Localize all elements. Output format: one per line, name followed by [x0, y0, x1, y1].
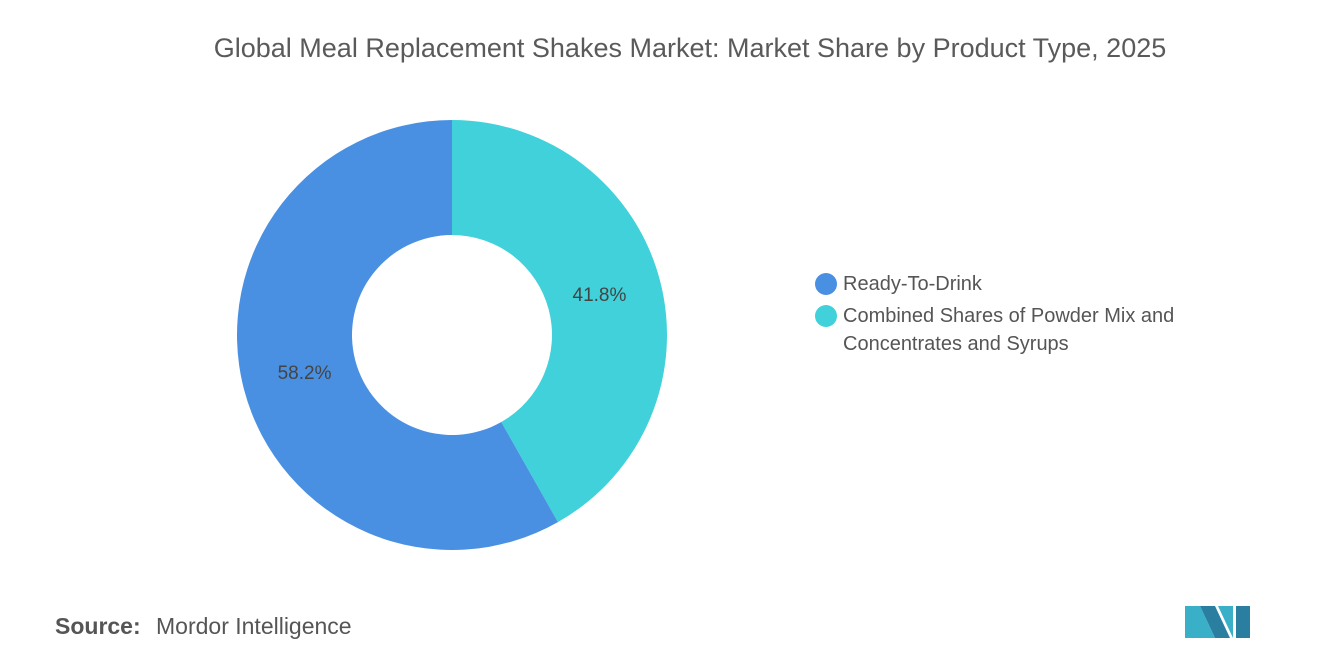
donut-slice [452, 120, 667, 523]
legend-item: Combined Shares of Powder Mix and Concen… [815, 302, 1215, 358]
chart-title: Global Meal Replacement Shakes Market: M… [214, 33, 1167, 63]
source: Mordor Intelligence [156, 613, 352, 639]
donut-slice [236, 120, 558, 551]
data-label: 58.2% [278, 363, 332, 384]
legend-marker [815, 305, 837, 327]
logo [1185, 606, 1250, 638]
data-label: 41.8% [573, 285, 627, 306]
legend-label: Ready-To-Drink [843, 273, 982, 295]
source-label: Source: [55, 613, 141, 639]
legend-label: Combined Shares of Powder Mix and Concen… [843, 305, 1175, 355]
legend-marker [815, 273, 837, 295]
legend: Ready-To-Drink Combined Shares of Powder … [815, 270, 1215, 362]
legend-item: Ready-To-Drink [815, 270, 1215, 298]
